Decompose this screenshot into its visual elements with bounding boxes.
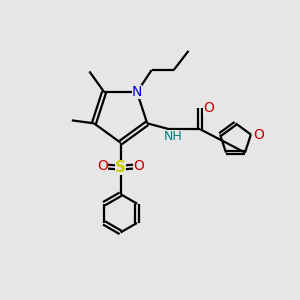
Text: S: S bbox=[115, 160, 126, 175]
Text: O: O bbox=[254, 128, 265, 142]
Text: O: O bbox=[97, 159, 108, 173]
Text: O: O bbox=[134, 159, 144, 173]
Text: O: O bbox=[203, 101, 214, 115]
Text: N: N bbox=[132, 85, 142, 99]
Text: NH: NH bbox=[164, 130, 182, 143]
